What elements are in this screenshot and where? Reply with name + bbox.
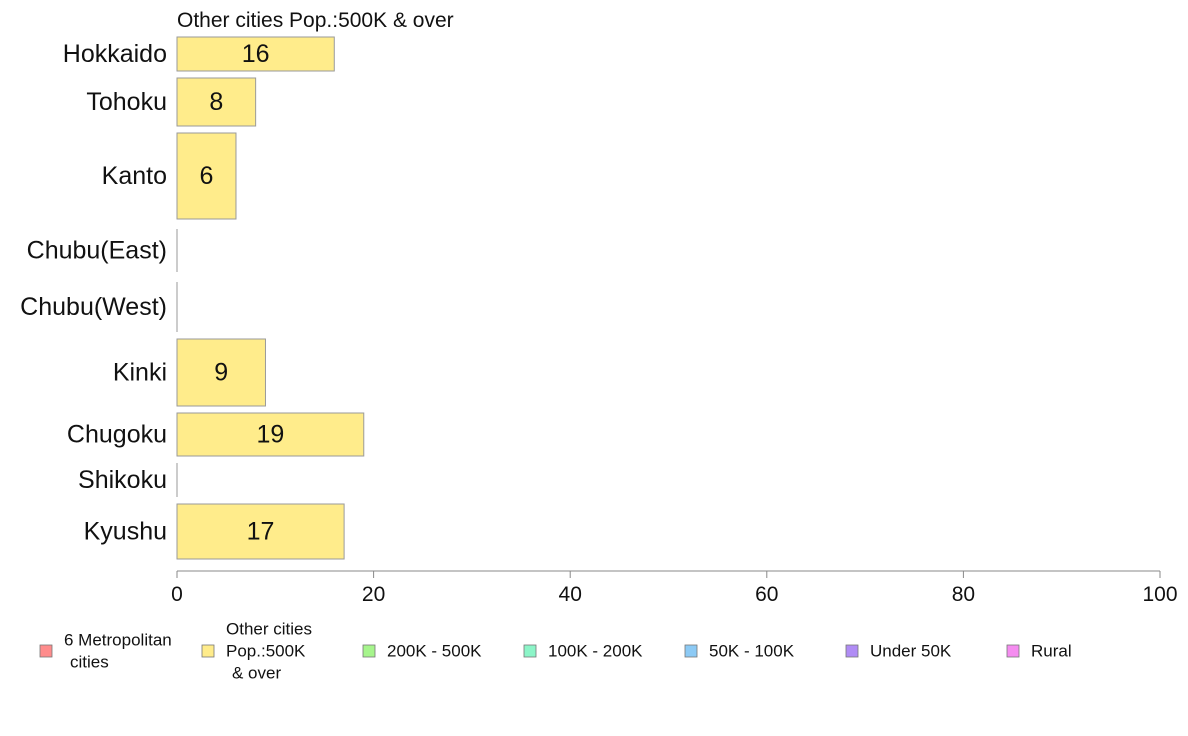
x-tick-label: 40 <box>559 583 582 606</box>
category-label: Chugoku <box>67 421 167 449</box>
legend-item: Under 50K <box>845 642 952 661</box>
bar <box>176 77 257 127</box>
category-label: Chubu(West) <box>20 293 167 321</box>
legend-label: 50K - 100K <box>709 642 795 661</box>
category-label: Kinki <box>113 359 167 387</box>
category-label: Hokkaido <box>63 40 167 68</box>
legend-swatch <box>845 644 859 658</box>
x-tick-label: 20 <box>362 583 385 606</box>
x-tick-label: 0 <box>171 583 183 606</box>
category-label: Shikoku <box>78 466 167 494</box>
x-tick-label: 60 <box>755 583 778 606</box>
legend-label: Under 50K <box>870 642 952 661</box>
legend-swatch <box>39 644 53 658</box>
legend-label: Rural <box>1031 642 1072 661</box>
legend-item: Rural <box>1006 642 1072 661</box>
legend-label: 6 Metropolitan cities <box>64 631 172 672</box>
bar-value-label: 17 <box>247 518 275 546</box>
bar <box>176 36 335 72</box>
legend-item: 200K - 500K <box>362 642 482 661</box>
chart-title: Other cities Pop.:500K & over <box>177 9 454 32</box>
bar-value-label: 6 <box>200 162 214 190</box>
bar-value-label: 16 <box>242 40 270 68</box>
legend-swatch <box>362 644 376 658</box>
bar-value-label: 19 <box>256 421 284 449</box>
x-tick-label: 80 <box>952 583 975 606</box>
legend-item: 50K - 100K <box>684 642 795 661</box>
legend: 6 Metropolitan cities Other cities Pop.:500… <box>39 620 1072 683</box>
bar <box>176 338 266 407</box>
legend-item: 100K - 200K <box>523 642 643 661</box>
bars-group: Hokkaido 16 Tohoku 8 Kanto 6 Chubu(East) Chubu(… <box>20 36 365 560</box>
legend-label: 200K - 500K <box>387 642 482 661</box>
category-label: Chubu(East) <box>27 237 167 265</box>
bar <box>176 412 365 457</box>
category-label: Kanto <box>102 162 167 190</box>
legend-item: Other cities Pop.:500K & over <box>201 620 312 683</box>
legend-swatch <box>684 644 698 658</box>
legend-swatch <box>201 644 215 658</box>
bar-value-label: 9 <box>214 359 228 387</box>
legend-item: 6 Metropolitan cities <box>39 631 172 672</box>
bar-value-label: 8 <box>209 88 223 116</box>
legend-label: Other cities Pop.:500K & over <box>226 620 312 683</box>
legend-swatch <box>1006 644 1020 658</box>
bar <box>176 503 345 560</box>
category-label: Tohoku <box>86 88 167 116</box>
bar <box>176 132 237 220</box>
x-tick-label: 100 <box>1142 583 1177 606</box>
legend-label: 100K - 200K <box>548 642 643 661</box>
legend-swatch <box>523 644 537 658</box>
category-label: Kyushu <box>84 518 167 546</box>
x-axis: 0 20 40 60 80 100 <box>171 570 1178 606</box>
